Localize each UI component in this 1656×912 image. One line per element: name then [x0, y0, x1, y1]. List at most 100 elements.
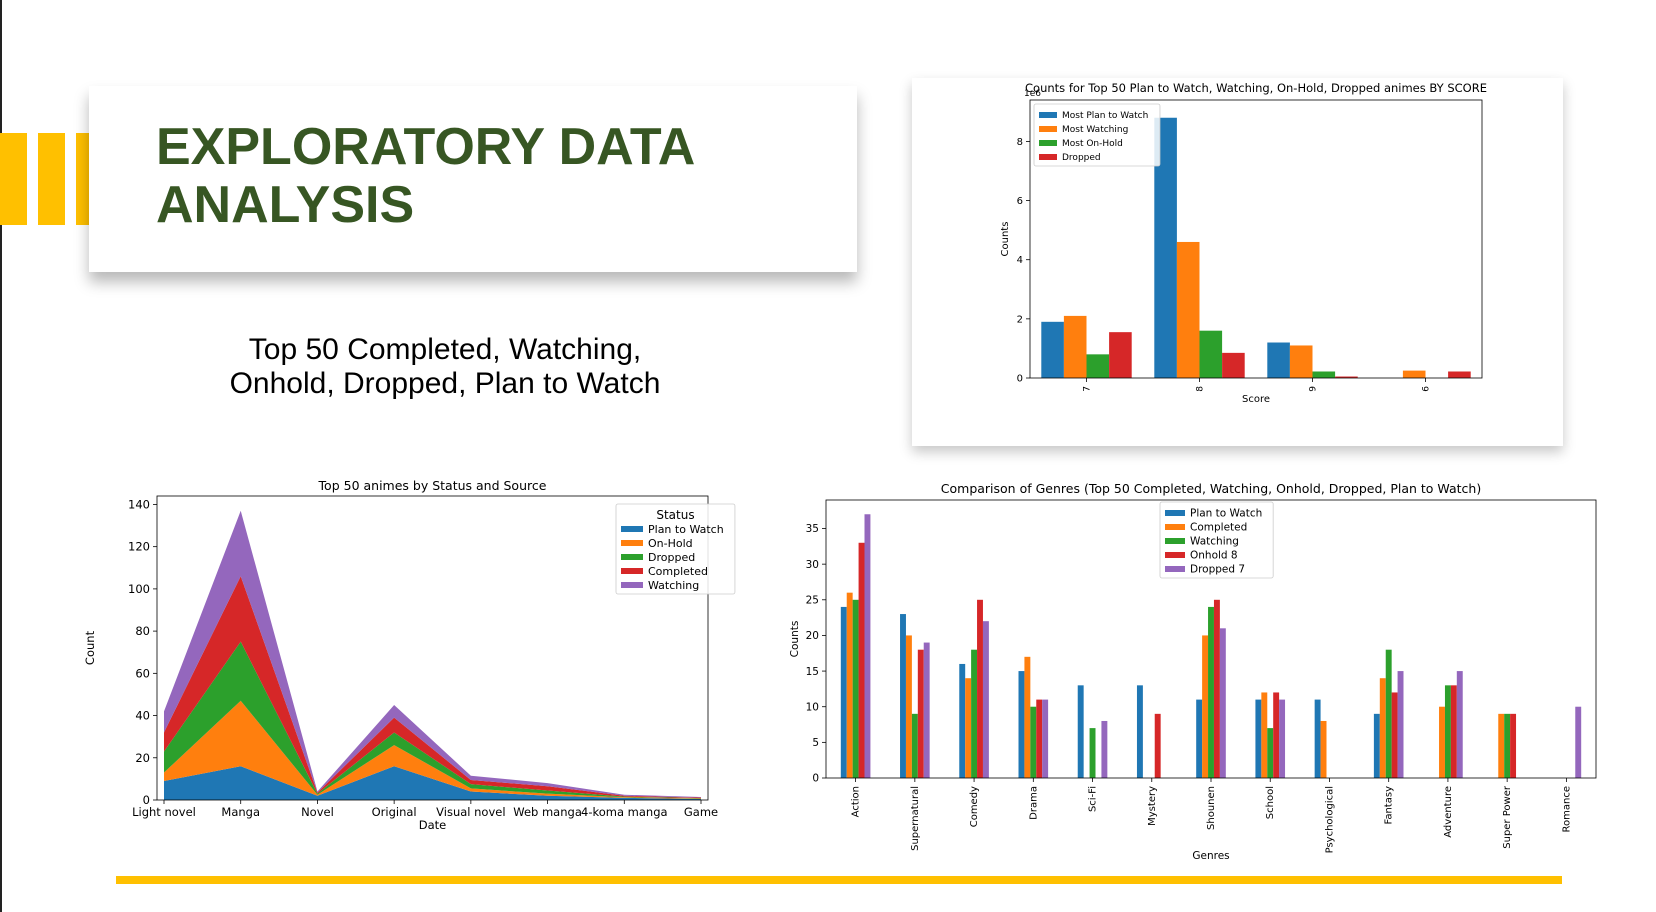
bar-watching [971, 649, 978, 778]
y-tick-label: 20 [135, 751, 150, 765]
y-tick-label: 2 [1017, 314, 1023, 325]
x-axis-label: Genres [1192, 850, 1229, 862]
bar-dropped-7 [1219, 628, 1226, 778]
y-tick-label: 100 [128, 582, 150, 596]
legend-label: Most Plan to Watch [1062, 111, 1148, 121]
x-tick-label: Action [851, 786, 862, 817]
legend-swatch [621, 540, 643, 546]
y-tick-label: 25 [806, 594, 819, 606]
x-tick-label: Original [372, 805, 417, 819]
plot-frame [156, 495, 709, 801]
bar-watching [1385, 649, 1392, 778]
bar-plan-to-watch [1077, 685, 1084, 778]
y-tick-label: 120 [128, 540, 150, 554]
x-tick-label: School [1265, 786, 1276, 819]
y-tick-label: 60 [135, 666, 150, 680]
y-axis-label: Counts [789, 621, 801, 658]
bar-completed [1202, 635, 1209, 778]
bar-watching [1504, 713, 1511, 778]
bar-watching [1267, 728, 1274, 778]
y-tick-label: 20 [806, 630, 819, 642]
bar-dropped-7 [1456, 671, 1463, 778]
bar-plan-to-watch [840, 606, 847, 778]
bar-onhold-8 [1213, 599, 1220, 778]
accent-bar-2 [38, 133, 65, 225]
y-tick-label: 40 [135, 709, 150, 723]
bar-completed [1024, 656, 1031, 778]
bar-completed [905, 635, 912, 778]
area-watching [164, 510, 701, 798]
x-tick-label: Manga [221, 805, 260, 819]
plot-frame [825, 499, 1597, 779]
x-tick-label: Web manga [513, 805, 582, 819]
x-tick-label: Super Power [1502, 785, 1513, 849]
status-area-chart: Top 50 animes by Status and Source 0 20 40 6… [80, 476, 740, 838]
legend-label: Completed [648, 565, 708, 578]
bar-dropped [1222, 352, 1245, 378]
legend-label: Plan to Watch [1190, 508, 1262, 520]
y-tick-label: 8 [1017, 137, 1023, 148]
bar-most-plan-to-watch [1154, 117, 1177, 378]
bar-onhold-8 [1450, 685, 1457, 778]
x-tick-label: Fantasy [1384, 786, 1395, 825]
y-tick-label: 30 [806, 559, 819, 571]
y-tick-label: 0 [812, 773, 819, 785]
y-tick-label: 10 [806, 701, 819, 713]
legend-swatch [1039, 140, 1057, 146]
bar-completed [1261, 692, 1268, 778]
x-tick-label: Psychological [1324, 786, 1335, 853]
legend-label: Completed [1190, 522, 1247, 534]
x-tick-label: Novel [301, 805, 334, 819]
chart-title: Counts for Top 50 Plan to Watch, Watchin… [1025, 81, 1487, 95]
bar-onhold-8 [1391, 692, 1398, 778]
bar-most-watching [1063, 315, 1087, 378]
x-tick-label: Visual novel [436, 805, 505, 819]
y-tick-label: 80 [135, 624, 150, 638]
legend-swatch [621, 582, 643, 588]
x-tick-label: 6 [1422, 386, 1432, 392]
bar-most-watching [1402, 370, 1426, 378]
bar-onhold-8 [977, 599, 983, 778]
x-axis-label: Score [1242, 394, 1270, 405]
bar-most-on-hold [1199, 330, 1223, 378]
bar-dropped-7 [1101, 720, 1108, 778]
legend-swatch [1165, 524, 1185, 530]
x-tick-label: Game [684, 805, 718, 819]
bar-plan-to-watch [1018, 671, 1025, 778]
y-tick-label: 0 [143, 793, 150, 807]
legend-swatch [1165, 510, 1185, 516]
accent-bar-1 [0, 133, 27, 225]
legend-label: Onhold 8 [1190, 550, 1238, 562]
bar-plan-to-watch [900, 614, 906, 778]
title-card [89, 86, 857, 272]
legend-label: Most On-Hold [1062, 139, 1123, 149]
legend-label: Dropped [648, 551, 695, 564]
x-tick-label: 4-koma manga [581, 805, 668, 819]
legend-label: On-Hold [648, 537, 693, 550]
bar-completed [1439, 706, 1445, 778]
area-plan-to-watch [164, 766, 701, 800]
score-bar-chart: Counts for Top 50 Plan to Watch, Watchin… [930, 78, 1490, 438]
bar-plan-to-watch [1255, 699, 1262, 778]
bar-dropped-7 [864, 514, 871, 778]
bar-dropped-7 [1042, 699, 1049, 778]
legend-swatch [1165, 538, 1185, 544]
bar-completed [1498, 713, 1505, 778]
x-tick-label: 7 [1083, 386, 1093, 392]
chart-title: Top 50 animes by Status and Source [318, 478, 547, 493]
legend-label: Most Watching [1062, 125, 1128, 135]
legend-label: Plan to Watch [648, 523, 724, 536]
bar-most-watching [1176, 241, 1200, 378]
bar-dropped [1448, 371, 1471, 378]
bar-onhold-8 [858, 542, 865, 778]
bar-dropped-7 [923, 642, 930, 778]
x-tick-label: Romance [1561, 786, 1572, 832]
bar-plan-to-watch [1136, 685, 1143, 778]
x-tick-label: 9 [1309, 386, 1319, 392]
bar-dropped-7 [1397, 671, 1404, 778]
bar-watching [1089, 728, 1096, 778]
bar-watching [911, 713, 918, 778]
area-on-hold [164, 700, 701, 799]
bar-plan-to-watch [1314, 699, 1321, 778]
area-dropped [164, 641, 701, 799]
